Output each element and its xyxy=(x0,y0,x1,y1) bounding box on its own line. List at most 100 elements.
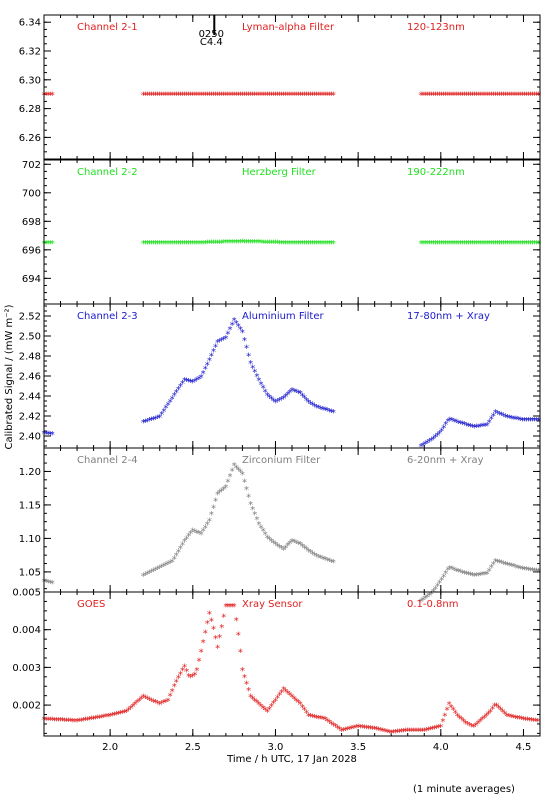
data-point: * xyxy=(423,91,428,102)
data-point: * xyxy=(306,239,311,250)
data-point: * xyxy=(501,559,506,570)
data-point: * xyxy=(374,725,379,736)
data-point: * xyxy=(447,700,452,711)
x-tick-label: 3.5 xyxy=(350,742,366,753)
data-point: * xyxy=(535,717,540,728)
data-point: * xyxy=(269,91,274,102)
data-point: * xyxy=(423,440,428,451)
data-point: * xyxy=(306,711,311,722)
data-point: * xyxy=(495,91,500,102)
data-point: * xyxy=(418,597,423,608)
data-point: * xyxy=(250,238,255,249)
data-point: * xyxy=(161,698,166,709)
data-point: * xyxy=(310,549,315,560)
data-point: * xyxy=(244,91,249,102)
data-point: * xyxy=(238,647,243,658)
data-point: * xyxy=(441,423,446,434)
data-point: * xyxy=(145,417,150,428)
data-point: * xyxy=(482,713,487,724)
y-tick-label: 6.32 xyxy=(19,47,41,58)
data-point: * xyxy=(491,239,496,250)
data-point: * xyxy=(287,388,292,399)
data-point: * xyxy=(329,91,334,102)
data-point: * xyxy=(228,325,233,336)
data-point: * xyxy=(263,387,268,398)
data-point: * xyxy=(302,239,307,250)
data-point: * xyxy=(485,421,490,432)
data-point: * xyxy=(300,239,305,250)
panel-range-label: 120-123nm xyxy=(407,22,465,33)
panel-filter-label: Aluminium Filter xyxy=(242,311,325,322)
data-point: * xyxy=(250,91,255,102)
data-point: * xyxy=(478,91,483,102)
data-point: * xyxy=(345,725,350,736)
data-point: * xyxy=(194,239,199,250)
data-point: * xyxy=(485,239,490,250)
data-point: * xyxy=(294,538,299,549)
data-point: * xyxy=(421,441,426,452)
data-point: * xyxy=(267,535,272,546)
data-point: * xyxy=(52,716,57,727)
data-point: * xyxy=(304,709,309,720)
panel-range-label: 0.1-0.8nm xyxy=(407,599,459,610)
data-point: * xyxy=(461,717,466,728)
data-point: * xyxy=(503,412,508,423)
data-point: * xyxy=(145,239,150,250)
data-point: * xyxy=(112,710,117,721)
data-point: * xyxy=(273,540,278,551)
data-point: * xyxy=(219,336,224,347)
data-point: * xyxy=(283,687,288,698)
data-point: * xyxy=(159,91,164,102)
data-point: * xyxy=(403,727,408,738)
y-tick-label: 1.15 xyxy=(19,500,41,511)
data-point: * xyxy=(176,239,181,250)
data-point: * xyxy=(178,382,183,393)
data-point: * xyxy=(267,393,272,404)
data-point: * xyxy=(497,410,502,421)
data-point: * xyxy=(217,337,222,348)
data-point: * xyxy=(501,91,506,102)
data-point: * xyxy=(273,91,278,102)
data-point: * xyxy=(499,91,504,102)
data-point: * xyxy=(439,427,444,438)
data-point: * xyxy=(137,696,142,707)
data-point: * xyxy=(308,399,313,410)
data-point: * xyxy=(279,395,284,406)
data-point: * xyxy=(271,239,276,250)
data-point: * xyxy=(421,91,426,102)
data-point: * xyxy=(474,239,479,250)
data-point: * xyxy=(376,726,381,737)
data-point: * xyxy=(397,727,402,738)
data-point: * xyxy=(213,497,218,508)
data-point: * xyxy=(534,239,539,250)
data-point: * xyxy=(531,716,536,727)
data-point: * xyxy=(234,463,239,474)
data-point: * xyxy=(149,416,154,427)
data-point: * xyxy=(267,91,272,102)
data-point: * xyxy=(275,239,280,250)
data-point: * xyxy=(163,560,168,571)
data-point: * xyxy=(225,478,230,489)
data-point: * xyxy=(99,713,104,724)
data-point: * xyxy=(456,91,461,102)
data-point: * xyxy=(153,414,158,425)
data-point: * xyxy=(234,238,239,249)
data-point: * xyxy=(464,91,469,102)
data-point: * xyxy=(283,91,288,102)
y-tick-label: 1.05 xyxy=(19,567,41,578)
data-point: * xyxy=(168,239,173,250)
data-point: * xyxy=(469,722,474,733)
data-point: * xyxy=(429,239,434,250)
data-point: * xyxy=(232,238,237,249)
data-point: * xyxy=(466,570,471,581)
data-point: * xyxy=(254,372,259,383)
data-point: * xyxy=(159,410,164,421)
data-point: * xyxy=(528,239,533,250)
data-point: * xyxy=(194,91,199,102)
data-point: * xyxy=(495,239,500,250)
data-point: * xyxy=(308,548,313,559)
data-point: * xyxy=(474,571,479,582)
data-point: * xyxy=(487,418,492,429)
data-point: * xyxy=(483,239,488,250)
data-point: * xyxy=(240,238,245,249)
